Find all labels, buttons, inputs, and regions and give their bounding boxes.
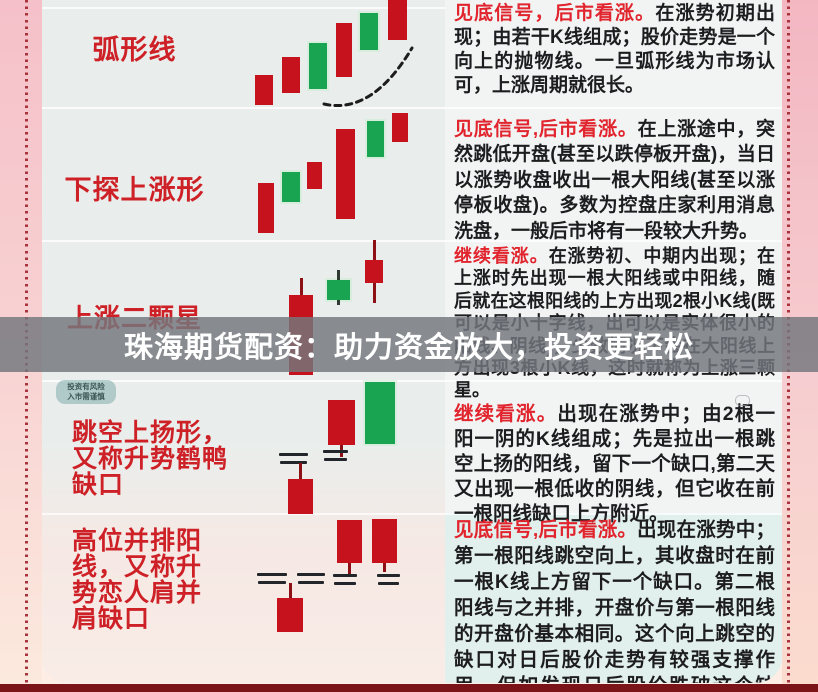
row-separator [42, 7, 445, 9]
bearish-candle [309, 43, 327, 89]
candle-lower-wick [372, 283, 376, 303]
bullish-candle [365, 260, 383, 283]
description-body: 在上涨途中，突然跳低开盘(甚至以跌停板开盘)，当日以涨势收盘收出一根大阳线(甚至… [454, 119, 775, 242]
bullish-candle [282, 57, 300, 93]
bottom-red-bar [0, 684, 818, 692]
candle-upper-wick [337, 270, 340, 280]
bullish-candle [392, 113, 408, 142]
pattern-name-probe-rise: 下探上涨形 [64, 175, 205, 205]
bullish-candle [388, 0, 407, 40]
candle-lower-wick [383, 563, 386, 572]
gap-mark [324, 458, 347, 461]
description-body: 出现在涨势中；由2根一阳一阴的K线组成；先是拉出一根跳空上扬的阳线，留下一个缺口… [454, 403, 775, 525]
bullish-candle [258, 183, 274, 233]
risk-line-2: 入市需谨慎 [67, 391, 105, 401]
row-separator [42, 240, 782, 242]
row-separator [42, 380, 782, 382]
pattern-description: 见底信号,后市看涨。出现在涨势中；第一根阳线跳空向上，其收盘时在前一根K线上方留… [454, 517, 775, 683]
description-body: 在涨势初期出现；由若干K线组成；股价走势是一个向上的抛物线。一旦弧形线为市场认可… [454, 3, 775, 96]
bullish-candle [336, 129, 355, 219]
bullish-candle [255, 75, 273, 105]
pattern-name-arc-line: 弧形线 [92, 35, 177, 65]
bearish-candle [327, 280, 350, 300]
row-separator [42, 107, 782, 109]
gap-mark [279, 453, 308, 456]
watermark-text: 珠海期货配资：助力资金放大，投资更轻松 [123, 331, 694, 364]
camera-watermark-icon [735, 395, 750, 406]
gap-mark [257, 573, 287, 576]
gap-mark [258, 581, 286, 584]
candle-upper-wick [299, 463, 302, 479]
signal-heading: 继续看涨。 [454, 403, 558, 425]
candle-upper-wick [372, 240, 376, 260]
risk-disclaimer-badge: 投资有风险 入市需谨慎 [56, 380, 116, 404]
gap-mark [378, 582, 399, 585]
gap-mark [323, 450, 348, 453]
bearish-candle [367, 121, 384, 157]
pattern-name-side-by-side: 高位并排阳线，又称升势恋人肩并肩缺口 [72, 527, 203, 633]
signal-heading: 继续看涨。 [454, 246, 549, 266]
candle-upper-wick [288, 583, 292, 598]
bullish-candle [328, 400, 355, 445]
signal-heading: 见底信号，后市看涨。 [454, 3, 656, 24]
gap-mark [298, 581, 324, 584]
bullish-candle [372, 519, 397, 563]
gap-mark [280, 461, 307, 464]
bullish-candle [337, 520, 362, 563]
bullish-candle [277, 598, 303, 632]
bullish-candle [288, 479, 313, 514]
gap-mark [333, 574, 357, 577]
signal-heading: 见底信号,后市看涨。 [454, 119, 638, 140]
candle-lower-wick [337, 300, 340, 305]
gap-mark [377, 574, 400, 577]
candle-upper-wick [299, 278, 303, 295]
bullish-candle [307, 162, 322, 189]
pattern-description: 见底信号，后市看涨。在涨势初期出现；由若干K线组成；股价走势是一个向上的抛物线。… [454, 2, 775, 98]
gap-mark [334, 582, 356, 585]
watermark-band: 珠海期货配资：助力资金放大，投资更轻松 [0, 317, 818, 372]
risk-line-1: 投资有风险 [67, 382, 105, 391]
bullish-candle [336, 23, 352, 77]
bearish-candle [365, 382, 395, 444]
pattern-name-gap-up: 跳空上扬形，又称升势鹤鸭缺口 [72, 419, 229, 499]
signal-heading: 见底信号,后市看涨。 [454, 519, 638, 541]
pattern-description: 见底信号,后市看涨。在上涨途中，突然跳低开盘(甚至以跌停板开盘)，当日以涨势收盘… [454, 117, 775, 244]
candle-lower-wick [348, 563, 351, 575]
pattern-description: 继续看涨。出现在涨势中；由2根一阳一阴的K线组成；先是拉出一根跳空上扬的阳线，留… [454, 402, 775, 527]
row-separator [42, 513, 782, 515]
bearish-candle [360, 13, 378, 50]
description-body: 出现在涨势中；第一根阳线跳空向上，其收盘时在前一根K线上方留下一个缺口。第二根阳… [454, 519, 775, 683]
gap-mark [297, 573, 325, 576]
bottom-right-tint [445, 513, 782, 683]
bearish-candle [282, 172, 300, 202]
